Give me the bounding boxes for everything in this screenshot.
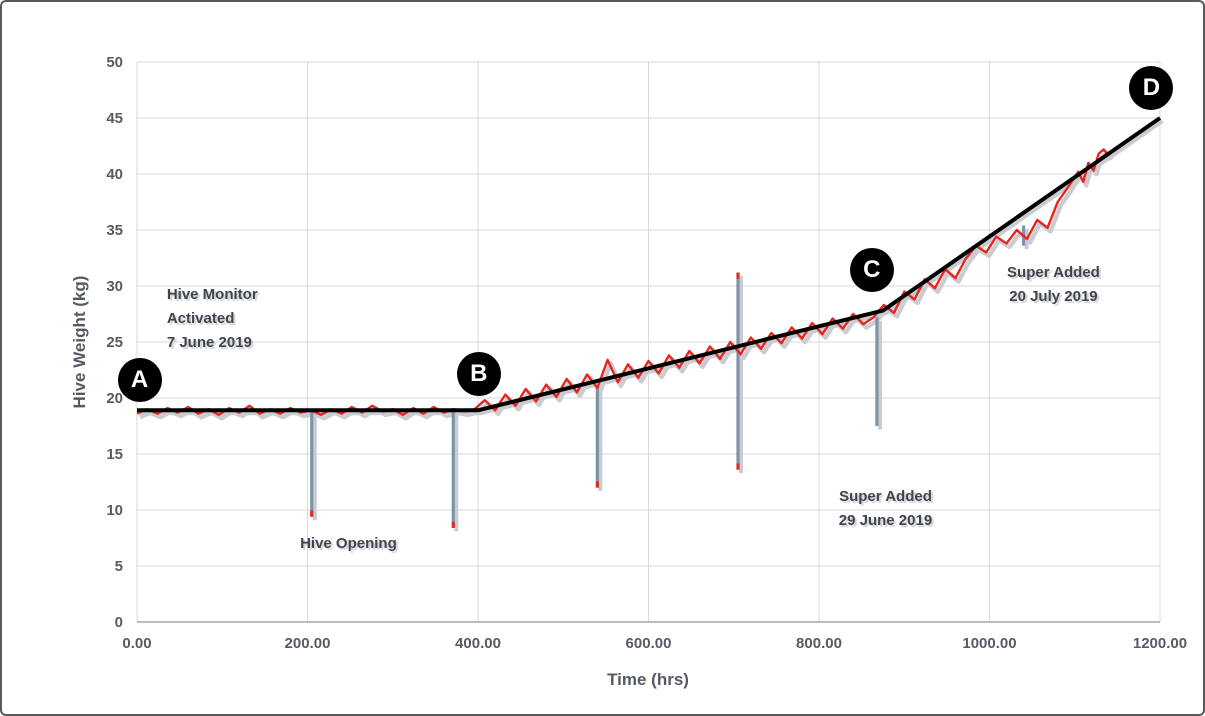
x-tick-label: 1000.00 — [962, 635, 1016, 652]
y-tick-label: 50 — [106, 54, 123, 71]
x-tick-label: 200.00 — [285, 635, 331, 652]
marker-d: D — [1129, 65, 1174, 110]
y-tick-label: 10 — [106, 502, 123, 519]
y-axis-title: Hive Weight (kg) — [70, 275, 89, 409]
x-tick-label: 800.00 — [796, 635, 842, 652]
x-axis-title: Time (hrs) — [607, 670, 689, 689]
marker-c: C — [849, 248, 894, 293]
y-tick-label: 30 — [106, 278, 123, 295]
annotation-hive-opening: Hive Opening — [300, 535, 397, 553]
y-tick-label: 0 — [115, 614, 123, 631]
x-tick-label: 1200.00 — [1133, 635, 1187, 652]
y-tick-label: 20 — [106, 390, 123, 407]
y-tick-label: 45 — [106, 110, 123, 127]
x-tick-label: 600.00 — [626, 635, 672, 652]
marker-b: B — [456, 352, 501, 397]
x-tick-label: 400.00 — [455, 635, 501, 652]
y-tick-label: 5 — [115, 558, 123, 575]
annotation-super-added-june: Super Added 29 June 2019 — [838, 488, 933, 530]
y-tick-label: 25 — [106, 334, 123, 351]
y-tick-label: 35 — [106, 222, 123, 239]
y-tick-label: 40 — [106, 166, 123, 183]
x-tick-label: 0.00 — [122, 635, 151, 652]
marker-a: A — [117, 358, 162, 403]
trend-line — [137, 116, 1162, 413]
annotation-hive-monitor-activated: Hive Monitor Activated 7 June 2019 — [166, 285, 258, 351]
raw-series-shadow — [139, 150, 1114, 421]
y-tick-label: 15 — [106, 446, 123, 463]
annotation-super-added-july: Super Added 20 July 2019 — [1007, 264, 1100, 306]
